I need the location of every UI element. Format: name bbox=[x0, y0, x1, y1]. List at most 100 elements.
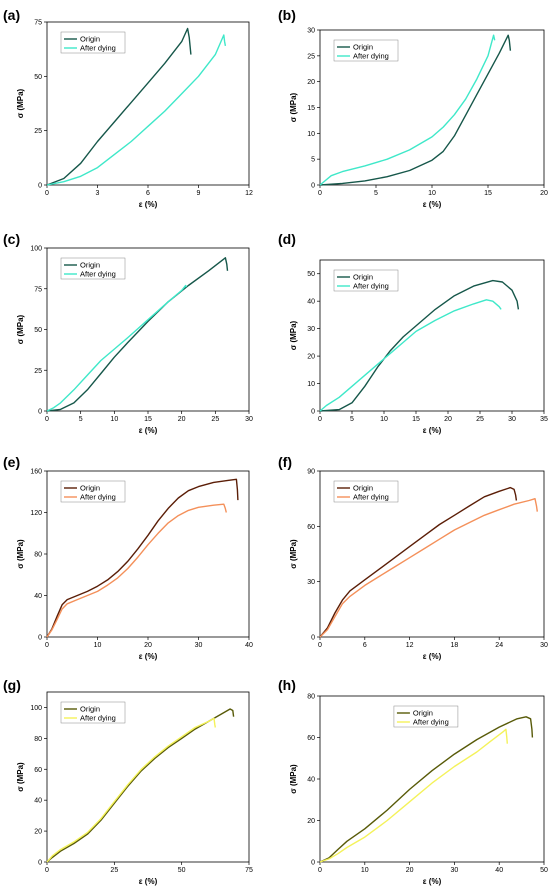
x-tick-label: 6 bbox=[146, 190, 150, 197]
x-tick-label: 30 bbox=[245, 416, 253, 423]
legend-label: After dying bbox=[353, 493, 389, 502]
series-line bbox=[46, 284, 188, 412]
legend-label: After dying bbox=[80, 44, 116, 53]
chart-panel: (c) 0 5 10 15 20 25 30 0 25 50 75 100 ε (%) σ (MPa) Ori… bbox=[3, 231, 253, 435]
chart-panel: (d) 0 5 10 15 20 25 30 35 0 10 20 30 40 50 ε (%) σ (MPa)… bbox=[278, 231, 548, 435]
x-tick-label: 30 bbox=[540, 642, 548, 649]
chart-panel: (f) 0 6 12 18 24 30 0 30 60 90 ε (%) σ (MPa) OriginAf… bbox=[278, 454, 548, 661]
y-tick-label: 15 bbox=[307, 105, 315, 112]
panel-label: (f) bbox=[278, 454, 292, 470]
series-line bbox=[46, 34, 227, 186]
y-tick-label: 0 bbox=[311, 860, 315, 867]
y-tick-label: 80 bbox=[307, 694, 315, 701]
legend-label: Origin bbox=[353, 484, 373, 493]
series-line bbox=[46, 257, 229, 412]
x-axis-label: ε (%) bbox=[423, 877, 442, 886]
x-tick-label: 5 bbox=[79, 416, 83, 423]
legend-label: After dying bbox=[413, 718, 449, 727]
x-tick-label: 0 bbox=[318, 642, 322, 649]
y-tick-label: 40 bbox=[307, 777, 315, 784]
x-tick-label: 25 bbox=[211, 416, 219, 423]
legend-label: Origin bbox=[80, 705, 100, 714]
y-axis-label: σ (MPa) bbox=[289, 320, 298, 350]
x-axis-label: ε (%) bbox=[139, 877, 158, 886]
y-tick-label: 100 bbox=[30, 705, 42, 712]
y-tick-label: 0 bbox=[38, 183, 42, 190]
y-tick-label: 0 bbox=[311, 409, 315, 416]
series-line bbox=[46, 708, 235, 863]
x-tick-label: 0 bbox=[45, 190, 49, 197]
legend-label: After dying bbox=[353, 52, 389, 61]
x-tick-label: 0 bbox=[318, 867, 322, 874]
y-tick-label: 0 bbox=[311, 635, 315, 642]
y-tick-label: 50 bbox=[307, 271, 315, 278]
x-tick-label: 10 bbox=[428, 190, 436, 197]
x-tick-label: 10 bbox=[380, 416, 388, 423]
y-axis-label: σ (MPa) bbox=[289, 764, 298, 794]
x-tick-label: 12 bbox=[245, 190, 253, 197]
x-tick-label: 5 bbox=[350, 416, 354, 423]
y-tick-label: 40 bbox=[34, 593, 42, 600]
legend-label: Origin bbox=[80, 35, 100, 44]
x-tick-label: 10 bbox=[110, 416, 118, 423]
series-line bbox=[319, 34, 496, 186]
x-tick-label: 30 bbox=[508, 416, 516, 423]
x-axis-label: ε (%) bbox=[139, 426, 158, 435]
x-axis-label: ε (%) bbox=[423, 652, 442, 661]
x-tick-label: 6 bbox=[363, 642, 367, 649]
plot-frame bbox=[319, 470, 545, 638]
series-line bbox=[319, 279, 520, 412]
x-tick-label: 20 bbox=[444, 416, 452, 423]
plot-frame bbox=[46, 691, 250, 863]
x-tick-label: 0 bbox=[45, 642, 49, 649]
y-tick-label: 80 bbox=[34, 552, 42, 559]
series-line bbox=[319, 716, 534, 863]
legend-label: After dying bbox=[80, 714, 116, 723]
panel-label: (b) bbox=[278, 7, 296, 23]
legend-label: Origin bbox=[80, 261, 100, 270]
chart-panel: (g) 0 25 50 75 0 20 40 60 80 100 ε (%) σ (MPa) Origin… bbox=[3, 677, 253, 886]
y-tick-label: 10 bbox=[307, 381, 315, 388]
legend-label: After dying bbox=[80, 493, 116, 502]
y-axis-label: σ (MPa) bbox=[16, 88, 25, 118]
legend-label: Origin bbox=[353, 43, 373, 52]
x-axis-label: ε (%) bbox=[139, 200, 158, 209]
y-tick-label: 5 bbox=[311, 157, 315, 164]
x-tick-label: 25 bbox=[110, 867, 118, 874]
series-line bbox=[46, 717, 216, 863]
panel-label: (d) bbox=[278, 231, 296, 247]
chart-panel: (b) 0 5 10 15 20 0 5 10 15 20 25 30 ε (%) σ (MPa) Origi… bbox=[278, 7, 548, 209]
y-tick-label: 0 bbox=[311, 183, 315, 190]
chart-panel: (a) 0 3 6 9 12 0 25 50 75 ε (%) σ (MPa) OriginAfter … bbox=[3, 7, 253, 209]
x-axis-label: ε (%) bbox=[139, 652, 158, 661]
y-tick-label: 0 bbox=[38, 635, 42, 642]
y-tick-label: 60 bbox=[34, 767, 42, 774]
panel-label: (e) bbox=[3, 454, 20, 470]
x-tick-label: 15 bbox=[412, 416, 420, 423]
x-tick-label: 0 bbox=[45, 416, 49, 423]
y-axis-label: σ (MPa) bbox=[16, 539, 25, 569]
x-tick-label: 20 bbox=[178, 416, 186, 423]
x-tick-label: 0 bbox=[318, 416, 322, 423]
series-line bbox=[319, 498, 538, 638]
x-tick-label: 10 bbox=[361, 867, 369, 874]
x-tick-label: 20 bbox=[144, 642, 152, 649]
x-tick-label: 50 bbox=[178, 867, 186, 874]
y-tick-label: 90 bbox=[307, 469, 315, 476]
x-tick-label: 25 bbox=[476, 416, 484, 423]
x-tick-label: 9 bbox=[197, 190, 201, 197]
y-tick-label: 50 bbox=[34, 327, 42, 334]
series-line bbox=[319, 728, 508, 863]
y-tick-label: 25 bbox=[34, 128, 42, 135]
x-tick-label: 75 bbox=[245, 867, 253, 874]
y-tick-label: 75 bbox=[34, 20, 42, 27]
x-tick-label: 30 bbox=[195, 642, 203, 649]
legend-label: Origin bbox=[353, 273, 373, 282]
y-tick-label: 120 bbox=[30, 510, 42, 517]
y-tick-label: 40 bbox=[307, 299, 315, 306]
y-tick-label: 20 bbox=[34, 829, 42, 836]
x-axis-label: ε (%) bbox=[423, 200, 442, 209]
x-tick-label: 40 bbox=[495, 867, 503, 874]
